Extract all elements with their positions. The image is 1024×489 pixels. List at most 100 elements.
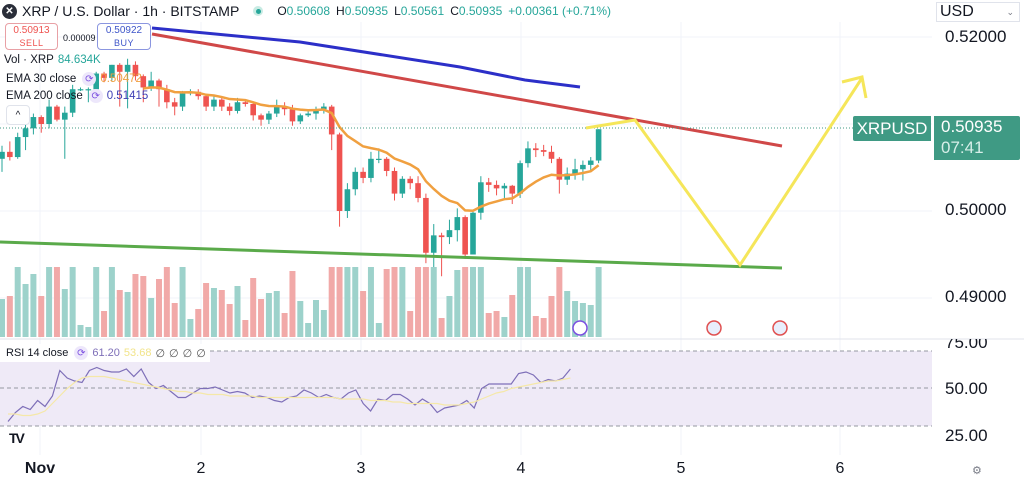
buy-label: BUY (113, 38, 134, 48)
candle (580, 164, 586, 170)
time-axis-label: 4 (516, 460, 526, 477)
candle (179, 93, 186, 107)
candle (164, 89, 170, 103)
candle (352, 171, 359, 190)
settings-icon[interactable]: ⚙ (972, 465, 982, 477)
candle (556, 158, 563, 180)
tradingview-logo[interactable]: TV (9, 430, 25, 446)
candle (38, 117, 45, 124)
candle (423, 197, 429, 253)
price-axis-label: 0.49000 (945, 287, 1007, 306)
x-logo-icon: ✕ (2, 3, 17, 19)
candle (140, 76, 147, 88)
candle (266, 113, 272, 120)
ohlc-change: +0.00361 (+0.71%) (508, 4, 611, 18)
candle (62, 112, 68, 120)
candle (376, 158, 382, 160)
currency-select[interactable]: USD ⌄ (936, 2, 1020, 22)
candle (485, 182, 492, 185)
candle (391, 170, 398, 194)
rsi-axis-label: 50.00 (945, 379, 988, 398)
candle (297, 115, 304, 122)
buy-button[interactable]: 0.50922 BUY (97, 23, 151, 50)
candle (22, 128, 29, 138)
price-axis-label: 0.50000 (945, 200, 1007, 219)
candle (344, 189, 351, 211)
rsi-legend[interactable]: RSI 14 close ⟳ 61.20 53.68 ∅ ∅ ∅ ∅ (0, 344, 210, 362)
candle (540, 150, 547, 152)
ema30-line (143, 86, 600, 213)
candle (525, 148, 531, 164)
candle (438, 235, 445, 238)
support-trendline (0, 240, 783, 270)
candle (148, 80, 154, 88)
candle (242, 102, 249, 104)
candle (116, 64, 123, 72)
volume-legend[interactable]: Vol · XRP 84.634K (4, 54, 101, 66)
candle (211, 99, 217, 107)
refresh-icon[interactable]: ⟳ (88, 89, 103, 103)
candle (470, 212, 476, 255)
candle (415, 183, 421, 198)
ohlc-high: H0.50935 (336, 4, 389, 18)
time-axis-label: Nov (24, 460, 56, 477)
candle (383, 158, 390, 171)
candle (328, 106, 335, 135)
sell-price: 0.50913 (13, 25, 50, 36)
buy-price: 0.50922 (105, 25, 143, 36)
rsi-axis-label: 25.00 (945, 426, 988, 445)
candle (336, 134, 343, 211)
candle (313, 109, 319, 114)
candle (430, 235, 437, 253)
candle (30, 117, 37, 129)
candle (564, 173, 570, 180)
candle (234, 102, 241, 111)
time-axis-label: 5 (676, 460, 686, 477)
symbol-title[interactable]: XRP / U.S. Dollar · 1h · BITSTAMP (22, 3, 240, 19)
sell-button[interactable]: 0.50913 SELL (5, 23, 58, 50)
candle (226, 106, 233, 111)
price-axis-label: 0.52000 (945, 27, 1007, 46)
candle (493, 184, 500, 189)
spread-value: 0.00009 (63, 33, 96, 43)
candle (7, 151, 13, 158)
chevron-down-icon: ⌄ (1006, 7, 1014, 17)
arrow-head-icon (841, 75, 868, 99)
candle (509, 185, 516, 194)
candle (14, 137, 21, 158)
chevron-up-icon: ^ (15, 109, 21, 121)
candle (478, 182, 484, 213)
time-axis-label: 6 (835, 460, 845, 477)
candle (132, 64, 139, 77)
candle (258, 115, 264, 120)
ema200-line (151, 26, 581, 89)
rsi-axis-label: 75.00 (945, 333, 988, 352)
candle (77, 89, 84, 91)
candle (360, 171, 366, 178)
candle (171, 102, 178, 107)
candle (0, 151, 5, 159)
candle (250, 103, 256, 116)
candle (572, 169, 578, 174)
ema30-legend[interactable]: EMA 30 close ⟳ 0.50472 (6, 72, 142, 86)
lightning-event-icon (572, 320, 588, 336)
resistance-trendline (151, 32, 783, 148)
ohlc-open: O0.50608 (277, 4, 331, 18)
candle (109, 64, 115, 78)
candle (305, 113, 311, 116)
ohlc-low: L0.50561 (394, 4, 445, 18)
ema200-legend[interactable]: EMA 200 close ⟳ 0.51415 (6, 89, 149, 103)
refresh-icon[interactable]: ⟳ (74, 346, 89, 360)
candle (85, 89, 92, 91)
candle (46, 106, 52, 124)
candle (454, 217, 461, 231)
candle (281, 106, 288, 110)
collapse-legend-button[interactable]: ^ (6, 105, 30, 125)
candle (595, 129, 602, 161)
candle (203, 96, 209, 107)
candle (517, 163, 523, 194)
rsi-ma-line (8, 375, 571, 417)
ohlc-close: C0.50935 (450, 4, 503, 18)
refresh-icon[interactable]: ⟳ (82, 72, 97, 86)
